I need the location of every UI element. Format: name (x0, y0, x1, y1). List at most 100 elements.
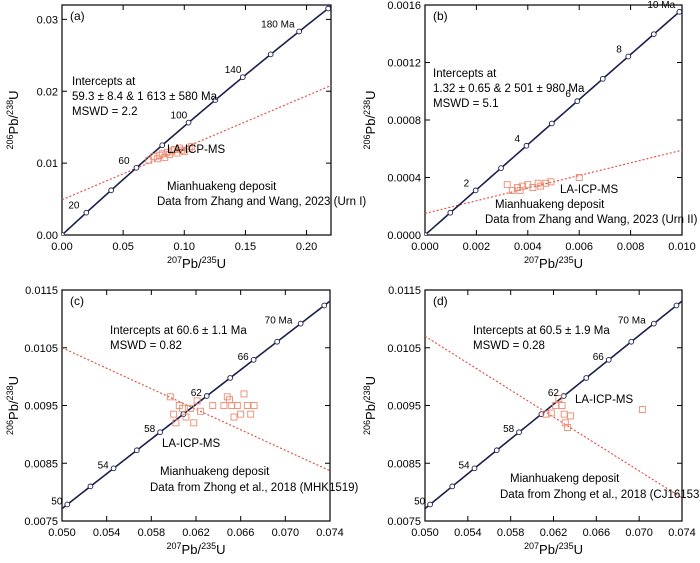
intercept-text: Intercepts at (72, 76, 136, 88)
concordia-age-marker (599, 75, 606, 82)
intercept-text: MSWD = 0.28 (473, 340, 545, 352)
concordia-age-label: 50 (51, 496, 63, 507)
data-point (178, 146, 186, 154)
concordia-age-label: 58 (503, 424, 515, 435)
x-tick-label: 0.20 (296, 241, 317, 253)
panel-label: (b) (433, 9, 448, 23)
y-tick-label: 0.0085 (24, 458, 58, 470)
data-point (186, 404, 194, 412)
concordia-age-label: 6 (565, 89, 571, 100)
x-axis-title: 207Pb/235U (167, 255, 226, 271)
x-tick-label: 0.050 (48, 527, 76, 539)
method-label: LA-ICP-MS (162, 438, 220, 450)
concordia-age-marker (625, 53, 632, 60)
data-point (145, 156, 153, 164)
x-axis-title: 207Pb/235U (167, 541, 226, 557)
y-tick-label: 0.03 (37, 14, 58, 26)
y-tick-label: 0.0004 (387, 173, 421, 185)
data-point (156, 151, 164, 159)
data-point (563, 423, 571, 431)
concordia-age-label: 4 (514, 134, 520, 145)
concordia-age-label: 20 (68, 201, 80, 212)
concordia-age-label: 66 (238, 352, 250, 363)
y-tick-label: 0.0115 (388, 285, 421, 297)
data-point (560, 410, 568, 418)
concordia-age-marker (650, 31, 657, 38)
discordia-line (62, 347, 330, 472)
data-point (190, 419, 198, 427)
y-tick-label: 0.0095 (387, 401, 421, 413)
y-axis-title: 206Pb/238U (362, 91, 378, 150)
y-axis-title: 206Pb/238U (5, 91, 21, 150)
concordia-age-marker (87, 483, 94, 490)
x-tick-label: 0.10 (174, 241, 195, 253)
concordia-age-marker (651, 320, 657, 327)
data-point (547, 409, 555, 417)
concordia-age-label: 180 Ma (261, 19, 295, 30)
method-label: LA-ICP-MS (575, 394, 633, 406)
deposit-text: Mianhuakeng deposit (167, 181, 277, 193)
concordia-age-marker (493, 447, 500, 454)
data-point (503, 181, 511, 189)
x-tick-label: 0.054 (454, 527, 482, 539)
panel-c: 0.050 0.054 0.058 0.062 0.066 0.070 0.074 0.007… (5, 285, 359, 557)
concordia-age-label: 58 (144, 424, 156, 435)
panel-label: (c) (70, 294, 84, 308)
data-point (193, 397, 201, 405)
x-tick-label: 0.15 (235, 241, 256, 253)
concordia-age-marker (449, 483, 456, 490)
panel-label: (a) (70, 9, 85, 23)
y-tick-label: 0.0085 (387, 458, 421, 470)
concordia-age-label: 62 (191, 388, 203, 399)
panel-label: (d) (433, 294, 448, 308)
concordia-age-label: 60 (118, 156, 130, 167)
concordia-age-marker (472, 187, 479, 194)
data-point (237, 410, 245, 418)
data-point (575, 174, 583, 181)
y-axis-title: 206Pb/238U (362, 376, 378, 435)
x-tick-label: 0.066 (583, 527, 611, 539)
concordia-age-marker (297, 320, 304, 327)
x-axis-title: 207Pb/235U (524, 255, 583, 271)
y-tick-label: 0.0095 (24, 401, 58, 413)
deposit-text: Data from Zhong et al., 2018 (MHK1519) (150, 482, 359, 494)
concordia-age-label: 140 (225, 65, 242, 76)
x-tick-label: 0.00 (51, 241, 72, 253)
x-tick-label: 0.062 (182, 527, 210, 539)
data-point (542, 410, 550, 418)
x-tick-label: 0.002 (463, 241, 491, 253)
y-tick-label: 0.0115 (25, 285, 58, 297)
y-tick-label: 0.0075 (387, 516, 421, 528)
x-tick-label: 0.004 (514, 241, 542, 253)
data-point (158, 150, 166, 158)
data-point (519, 182, 527, 190)
concordia-age-label: 2 (464, 178, 470, 189)
x-tick-label: 0.006 (565, 241, 593, 253)
concordia-age-label: 54 (98, 460, 110, 471)
concordia-age-marker (212, 97, 219, 103)
x-tick-label: 0.010 (668, 241, 696, 253)
deposit-text: Data from Zhong et al., 2018 (CJ16153) (500, 489, 700, 501)
y-tick-label: 0.02 (37, 86, 58, 98)
plot-frame (61, 4, 332, 236)
concordia-age-marker (250, 356, 257, 363)
concordia-age-marker (583, 375, 590, 381)
intercept-text: Intercepts at (433, 68, 497, 80)
method-label: LA-ICP-MS (560, 184, 618, 196)
concordia-age-marker (185, 119, 192, 126)
panel-d: 0.050 0.054 0.058 0.062 0.066 0.070 0.074 0.007… (362, 285, 700, 557)
concordia-age-marker (447, 209, 454, 216)
concordia-age-marker (239, 74, 246, 81)
y-axis-title: 206Pb/238U (5, 376, 21, 435)
concordia-age-marker (523, 142, 530, 149)
concordia-age-marker (516, 429, 522, 436)
data-point (558, 402, 566, 409)
concordia-age-marker (203, 393, 210, 399)
deposit-text: Data from Zhang and Wang, 2023 (Urn I) (157, 196, 366, 208)
concordia-age-marker (296, 28, 303, 35)
concordia-age-marker (321, 302, 328, 309)
data-point (228, 402, 236, 409)
concordia-age-marker (673, 302, 680, 309)
concordia-age-label: 62 (548, 388, 560, 399)
data-point (153, 155, 161, 163)
